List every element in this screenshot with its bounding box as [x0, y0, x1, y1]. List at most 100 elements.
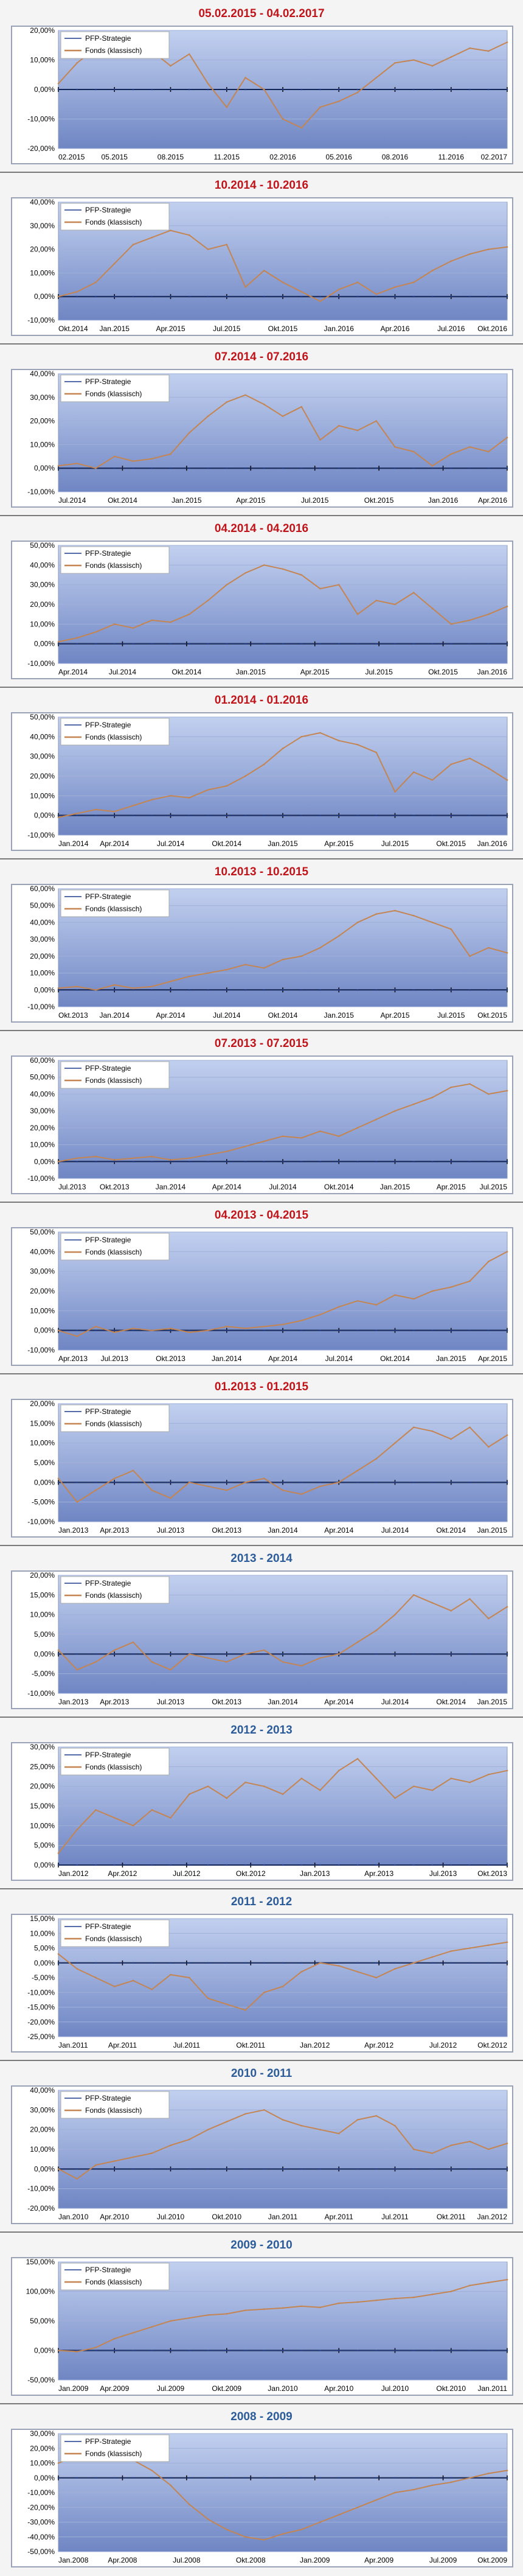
- data-point: [431, 2484, 434, 2487]
- data-point: [431, 1864, 434, 1866]
- data-point: [226, 106, 228, 108]
- data-point: [113, 643, 116, 645]
- data-point: [412, 1329, 415, 1331]
- data-point: [412, 295, 415, 298]
- legend-box: [60, 718, 170, 746]
- data-point: [431, 1956, 434, 1958]
- data-point: [431, 814, 434, 816]
- data-point: [170, 1159, 171, 1161]
- data-point: [338, 1864, 340, 1866]
- data-point: [487, 295, 490, 298]
- data-point: [263, 564, 265, 566]
- y-tick-label: 10,00%: [30, 791, 55, 800]
- y-tick-label: 20,00%: [30, 772, 55, 780]
- data-point: [487, 88, 490, 91]
- y-tick-label: 30,00%: [30, 393, 55, 402]
- data-point: [394, 909, 396, 912]
- data-point: [244, 2309, 246, 2311]
- data-point: [431, 779, 434, 781]
- data-point: [450, 88, 452, 91]
- x-tick-label: Jan.2014: [100, 1011, 130, 1020]
- data-point: [76, 637, 78, 639]
- x-tick-label: 08.2016: [382, 153, 409, 161]
- data-point: [487, 2477, 490, 2479]
- data-point: [57, 1160, 60, 1163]
- y-tick-label: 10,00%: [30, 1611, 55, 1619]
- data-point: [151, 2326, 153, 2328]
- data-point: [244, 2350, 246, 2351]
- x-tick-label: Jul.2015: [301, 496, 329, 505]
- legend: PFP-Strategie Fonds (klassisch): [60, 889, 170, 917]
- data-point: [506, 467, 508, 469]
- data-point: [244, 1160, 246, 1163]
- data-point: [207, 989, 209, 991]
- data-point: [244, 2168, 246, 2170]
- data-point: [431, 1962, 434, 1964]
- data-point: [356, 643, 359, 645]
- data-point: [207, 972, 209, 974]
- x-tick-label: Okt.2011: [437, 2213, 466, 2221]
- data-point: [170, 1482, 171, 1483]
- y-tick-label: -20,00%: [27, 2204, 55, 2213]
- x-tick-label: Apr.2015: [236, 496, 265, 505]
- data-point: [300, 1777, 303, 1780]
- data-point: [300, 1160, 303, 1163]
- data-point: [487, 2473, 490, 2474]
- data-point: [356, 1864, 359, 1866]
- legend-label: Fonds (klassisch): [85, 2278, 142, 2286]
- chart-panel: 2013 - 2014 20,00% 15,00% 10,00% 5,00% 0,00% -…: [0, 1545, 523, 1717]
- data-point: [394, 2350, 396, 2351]
- data-point: [319, 1962, 321, 1964]
- data-point: [57, 643, 60, 645]
- data-point: [113, 989, 116, 991]
- data-point: [394, 1442, 396, 1444]
- y-tick-label: 20,00%: [30, 600, 55, 609]
- data-point: [412, 59, 415, 61]
- x-tick-label: Apr.2015: [437, 1183, 466, 1191]
- data-point: [394, 1968, 396, 1970]
- data-point: [375, 643, 378, 645]
- data-point: [469, 1947, 471, 1949]
- data-point: [394, 88, 396, 91]
- data-point: [113, 1986, 116, 1987]
- data-point: [170, 2350, 171, 2351]
- y-tick-label: 30,00%: [30, 935, 55, 943]
- data-point: [450, 1653, 452, 1655]
- data-point: [207, 415, 209, 418]
- data-point: [412, 1653, 415, 1655]
- data-point: [431, 295, 434, 298]
- data-point: [431, 2168, 434, 2170]
- data-point: [356, 2506, 359, 2508]
- data-point: [412, 592, 415, 593]
- data-point: [113, 1331, 116, 1334]
- data-point: [57, 465, 60, 467]
- x-tick-label: Okt.2015: [477, 1011, 507, 1020]
- y-tick-label: 10,00%: [30, 268, 55, 277]
- y-tick-label: 10,00%: [30, 1141, 55, 1149]
- data-point: [469, 643, 471, 645]
- chart-panel: 04.2014 - 04.2016 50,00% 40,00% 30,00% 20,00…: [0, 515, 523, 687]
- data-point: [263, 2477, 265, 2479]
- data-point: [300, 1971, 303, 1973]
- legend: PFP-Strategie Fonds (klassisch): [60, 374, 170, 402]
- data-point: [338, 2302, 340, 2305]
- legend-box: [60, 31, 170, 59]
- data-point: [319, 2477, 321, 2479]
- data-point: [412, 1594, 415, 1596]
- legend-label: Fonds (klassisch): [85, 733, 142, 741]
- x-tick-label: Jan.2012: [300, 2041, 330, 2049]
- y-tick-label: 15,00%: [30, 1419, 55, 1427]
- data-point: [450, 623, 452, 625]
- data-point: [95, 1962, 97, 1964]
- data-point: [487, 2168, 490, 2170]
- data-point: [151, 1329, 153, 1331]
- data-point: [487, 1653, 490, 1655]
- chart-panel: 10.2014 - 10.2016 40,00% 30,00% 20,00% 10,00…: [0, 172, 523, 343]
- data-point: [356, 613, 359, 615]
- y-tick-label: -10,00%: [27, 2185, 55, 2193]
- data-point: [469, 1653, 471, 1655]
- data-point: [207, 789, 209, 791]
- data-point: [300, 2477, 303, 2479]
- data-point: [76, 2477, 78, 2479]
- x-tick-label: Apr.2013: [100, 1526, 129, 1535]
